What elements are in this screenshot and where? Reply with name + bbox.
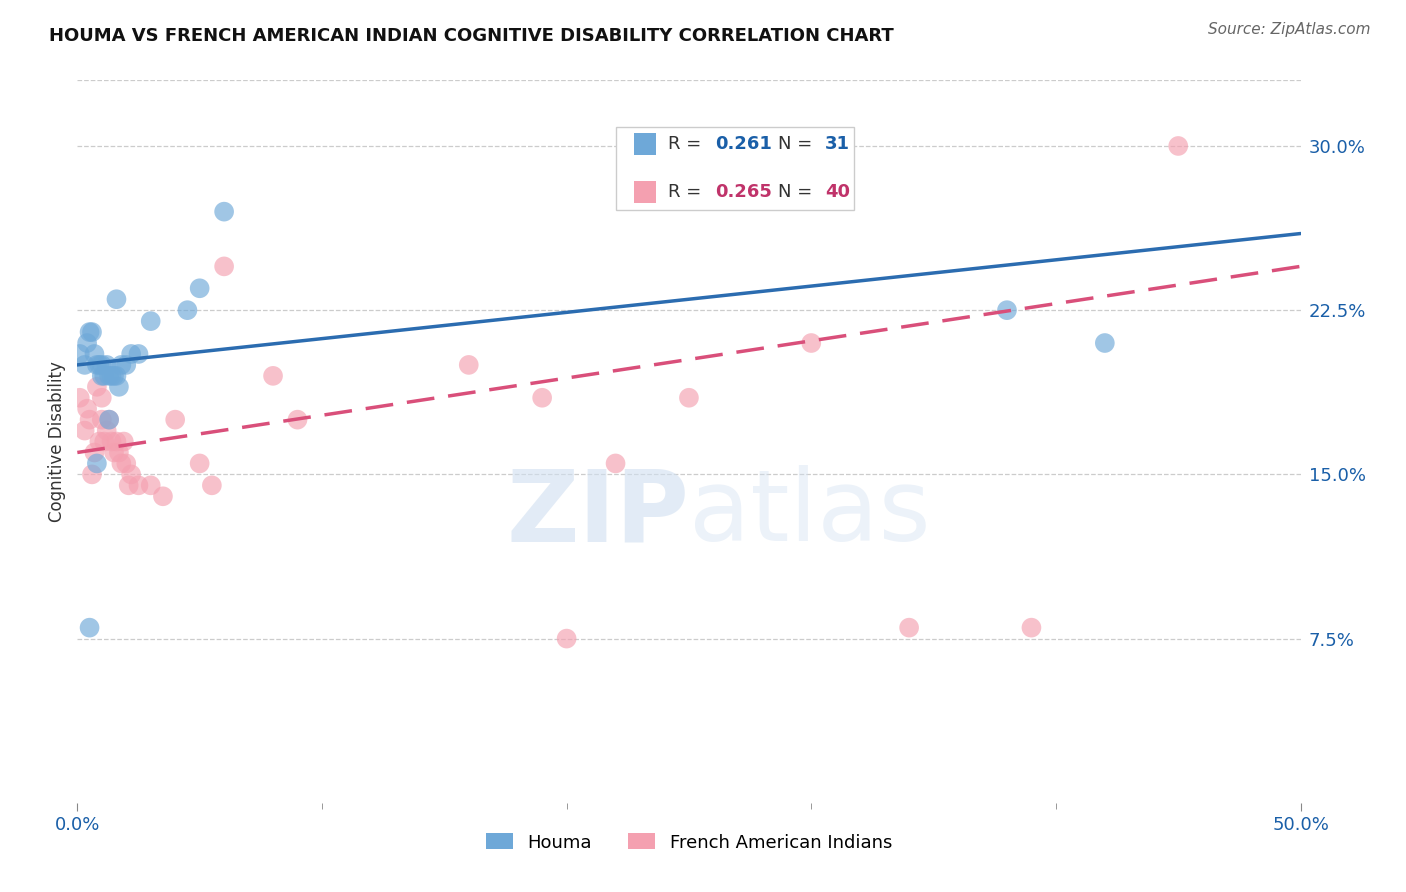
Point (86, 457, 108, 471)
Point (995, 303, 1018, 318)
Point (86, 380, 108, 394)
Point (152, 489, 174, 503)
Y-axis label: Cognitive Disability: Cognitive Disability (48, 361, 66, 522)
Text: atlas: atlas (689, 466, 931, 562)
Point (287, 412, 309, 426)
Point (90, 391, 112, 405)
Point (90, 358, 112, 372)
Point (98, 412, 121, 426)
Point (98, 368, 121, 383)
Point (89, 358, 111, 372)
Text: 40: 40 (825, 183, 849, 202)
Point (105, 292, 128, 306)
Point (105, 368, 128, 383)
Point (201, 478, 224, 492)
Point (165, 412, 187, 426)
Point (108, 445, 131, 459)
Point (93, 434, 115, 449)
Point (90, 368, 112, 383)
Point (188, 457, 211, 471)
Point (800, 336, 823, 351)
Point (73, 424, 96, 438)
Point (98, 412, 121, 426)
Point (457, 358, 479, 372)
Point (79, 621, 101, 635)
Point (115, 457, 138, 471)
Point (108, 380, 131, 394)
Point (139, 314, 162, 328)
Point (120, 467, 142, 482)
Point (127, 347, 149, 361)
FancyBboxPatch shape (616, 128, 853, 211)
Point (531, 391, 554, 405)
Text: ZIP: ZIP (506, 466, 689, 562)
Point (86, 358, 108, 372)
Point (176, 303, 198, 318)
Text: 0.261: 0.261 (714, 135, 772, 153)
Point (90, 412, 112, 426)
Point (1094, 336, 1116, 351)
Text: R =: R = (668, 135, 707, 153)
Point (79, 412, 101, 426)
Text: N =: N = (779, 183, 818, 202)
Point (605, 457, 627, 471)
Point (110, 457, 132, 471)
Point (89, 434, 111, 449)
Text: N =: N = (779, 135, 818, 153)
Point (1021, 621, 1043, 635)
Point (112, 434, 135, 449)
Text: R =: R = (668, 183, 707, 202)
Point (120, 347, 142, 361)
Point (127, 478, 149, 492)
Point (69, 391, 91, 405)
Point (96, 424, 118, 438)
Point (118, 478, 141, 492)
Point (212, 204, 235, 219)
Legend: Houma, French American Indians: Houma, French American Indians (478, 826, 900, 859)
Point (103, 368, 125, 383)
Point (93, 368, 115, 383)
Point (80, 325, 103, 339)
Point (100, 434, 122, 449)
Bar (634, 181, 657, 203)
Point (1167, 139, 1189, 153)
Point (96, 358, 118, 372)
Point (103, 445, 125, 459)
Point (76, 336, 98, 351)
Point (83, 445, 105, 459)
Point (73, 358, 96, 372)
Point (80, 467, 103, 482)
Point (110, 358, 132, 372)
Point (79, 325, 101, 339)
Text: Source: ZipAtlas.com: Source: ZipAtlas.com (1208, 22, 1371, 37)
Point (100, 368, 122, 383)
Point (115, 358, 138, 372)
Text: HOUMA VS FRENCH AMERICAN INDIAN COGNITIVE DISABILITY CORRELATION CHART: HOUMA VS FRENCH AMERICAN INDIAN COGNITIV… (49, 27, 894, 45)
Point (105, 434, 128, 449)
Text: 0.265: 0.265 (714, 183, 772, 202)
Point (83, 347, 105, 361)
Point (262, 368, 284, 383)
Point (212, 260, 235, 274)
Point (69, 347, 91, 361)
Point (188, 281, 211, 295)
Point (76, 401, 98, 416)
Point (898, 621, 921, 635)
Point (139, 478, 162, 492)
Point (555, 632, 578, 646)
Bar (634, 133, 657, 154)
Point (678, 391, 700, 405)
Text: 31: 31 (825, 135, 849, 153)
